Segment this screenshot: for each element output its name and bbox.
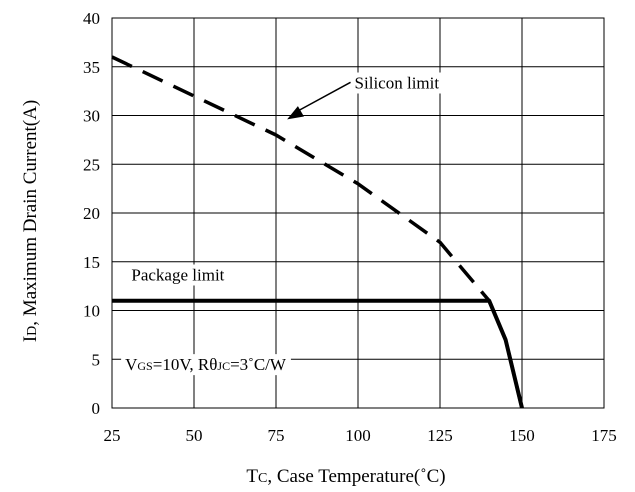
condition-r-sub: JC	[217, 359, 230, 373]
y-axis-title-main: I	[20, 336, 41, 342]
condition-theta: θ	[209, 355, 217, 374]
y-tick-label: 10	[83, 302, 100, 321]
x-tick-label: 150	[509, 426, 535, 445]
series-line-package-limit	[112, 298, 524, 409]
y-tick-label: 25	[83, 155, 100, 174]
y-axis-title: ID, Maximum Drain Current(A)	[20, 100, 41, 342]
y-tick-label: 35	[83, 58, 100, 77]
y-tick-label: 30	[83, 107, 100, 126]
x-axis-title: TC, Case Temperature(˚C)	[246, 466, 445, 487]
x-tick-labels: 25 50 75 100 125 150 175	[104, 426, 617, 445]
plot-frame	[111, 17, 605, 409]
x-axis-title-sub: C	[258, 471, 267, 486]
condition-v-sub: GS	[137, 359, 152, 373]
condition-v-main: V	[125, 355, 138, 374]
x-tick-label: 125	[427, 426, 453, 445]
y-axis-title-sub: D	[25, 326, 40, 336]
silicon-limit-arrowhead	[287, 106, 304, 120]
silicon-limit-label: Silicon limit	[355, 74, 440, 93]
y-axis-title-rest: , Maximum Drain Current(A)	[20, 100, 41, 326]
condition-v-rest: =10V, R	[153, 355, 210, 374]
package-limit-label-bg	[127, 264, 229, 286]
condition-r-rest: =3˚C/W	[230, 355, 287, 374]
x-tick-label: 25	[104, 426, 121, 445]
x-axis-title-main: T	[246, 466, 258, 487]
series-layer	[111, 55, 524, 409]
y-tick-label: 15	[83, 253, 100, 272]
x-tick-label: 75	[268, 426, 285, 445]
package-limit-label: Package limit	[131, 266, 224, 285]
y-tick-label: 5	[92, 350, 101, 369]
silicon-limit-label-bg	[350, 72, 444, 94]
y-tick-labels: 0 5 10 15 20 25 30 35 40	[83, 9, 100, 418]
x-tick-label: 100	[345, 426, 371, 445]
condition-label-bg	[121, 354, 291, 376]
x-axis-title-rest: , Case Temperature(˚C)	[267, 466, 445, 487]
y-tick-label: 0	[92, 399, 101, 418]
y-tick-label: 20	[83, 204, 100, 223]
condition-label: VGS=10V, RθJC=3˚C/W	[125, 355, 287, 374]
y-tick-label: 40	[83, 9, 100, 28]
silicon-limit-arrow	[296, 81, 351, 113]
grid	[111, 17, 605, 409]
x-tick-label: 175	[591, 426, 617, 445]
x-tick-label: 50	[186, 426, 203, 445]
